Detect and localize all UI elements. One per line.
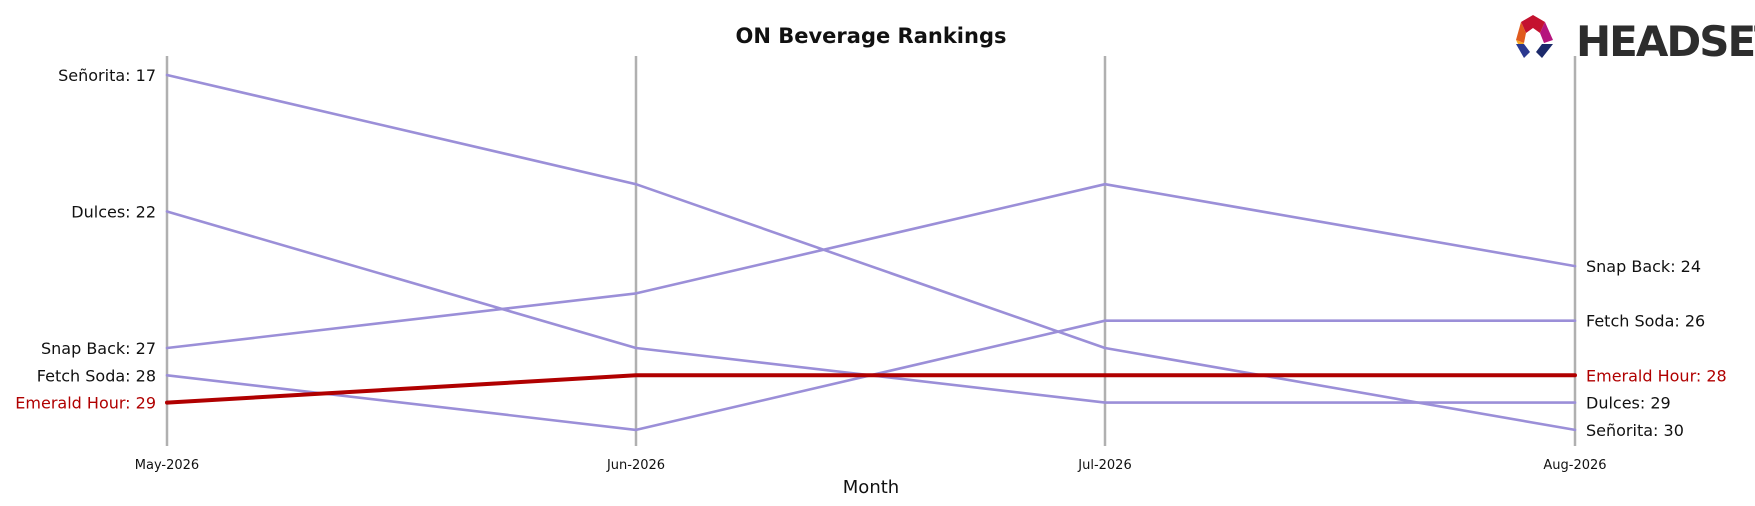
headset-logo: HEADSET (1516, 15, 1755, 66)
x-tick-label: Aug-2026 (1543, 458, 1606, 473)
start-rank-labels: Señorita: 17 Dulces: 22 Snap Back: 27 Fetch… (15, 66, 156, 413)
end-label-se-orita: Señorita: 30 (1586, 421, 1684, 440)
x-tick-label: Jul-2026 (1077, 458, 1131, 473)
series-line-snap-back (165, 182, 1577, 350)
chart-title: ON Beverage Rankings (736, 24, 1007, 48)
start-label-snap-back: Snap Back: 27 (41, 339, 156, 358)
x-tick-labels: May-2026 Jun-2026 Jul-2026 Aug-2026 (135, 458, 1607, 473)
month-axis-lines (165, 56, 1577, 446)
end-label-fetch-soda: Fetch Soda: 26 (1586, 312, 1705, 331)
logo-wordmark: HEADSET (1576, 17, 1755, 66)
series-line-se-orita (165, 73, 1577, 432)
series-lines (165, 73, 1577, 432)
series-line-emerald-hour (165, 373, 1577, 405)
end-label-snap-back: Snap Back: 24 (1586, 257, 1701, 276)
end-label-dulces: Dulces: 29 (1586, 394, 1671, 413)
x-tick-label: Jun-2026 (606, 458, 665, 473)
start-label-fetch-soda: Fetch Soda: 28 (37, 366, 156, 385)
end-label-emerald-hour: Emerald Hour: 28 (1586, 366, 1727, 385)
headset-logo-icon (1516, 15, 1553, 58)
x-tick-label: May-2026 (135, 458, 199, 473)
x-axis-label: Month (843, 477, 899, 498)
start-label-se-orita: Señorita: 17 (58, 66, 156, 85)
start-label-dulces: Dulces: 22 (71, 203, 156, 222)
end-rank-labels: Señorita: 30 Dulces: 29 Snap Back: 24 Fetch… (1586, 257, 1727, 440)
start-label-emerald-hour: Emerald Hour: 29 (15, 394, 156, 413)
